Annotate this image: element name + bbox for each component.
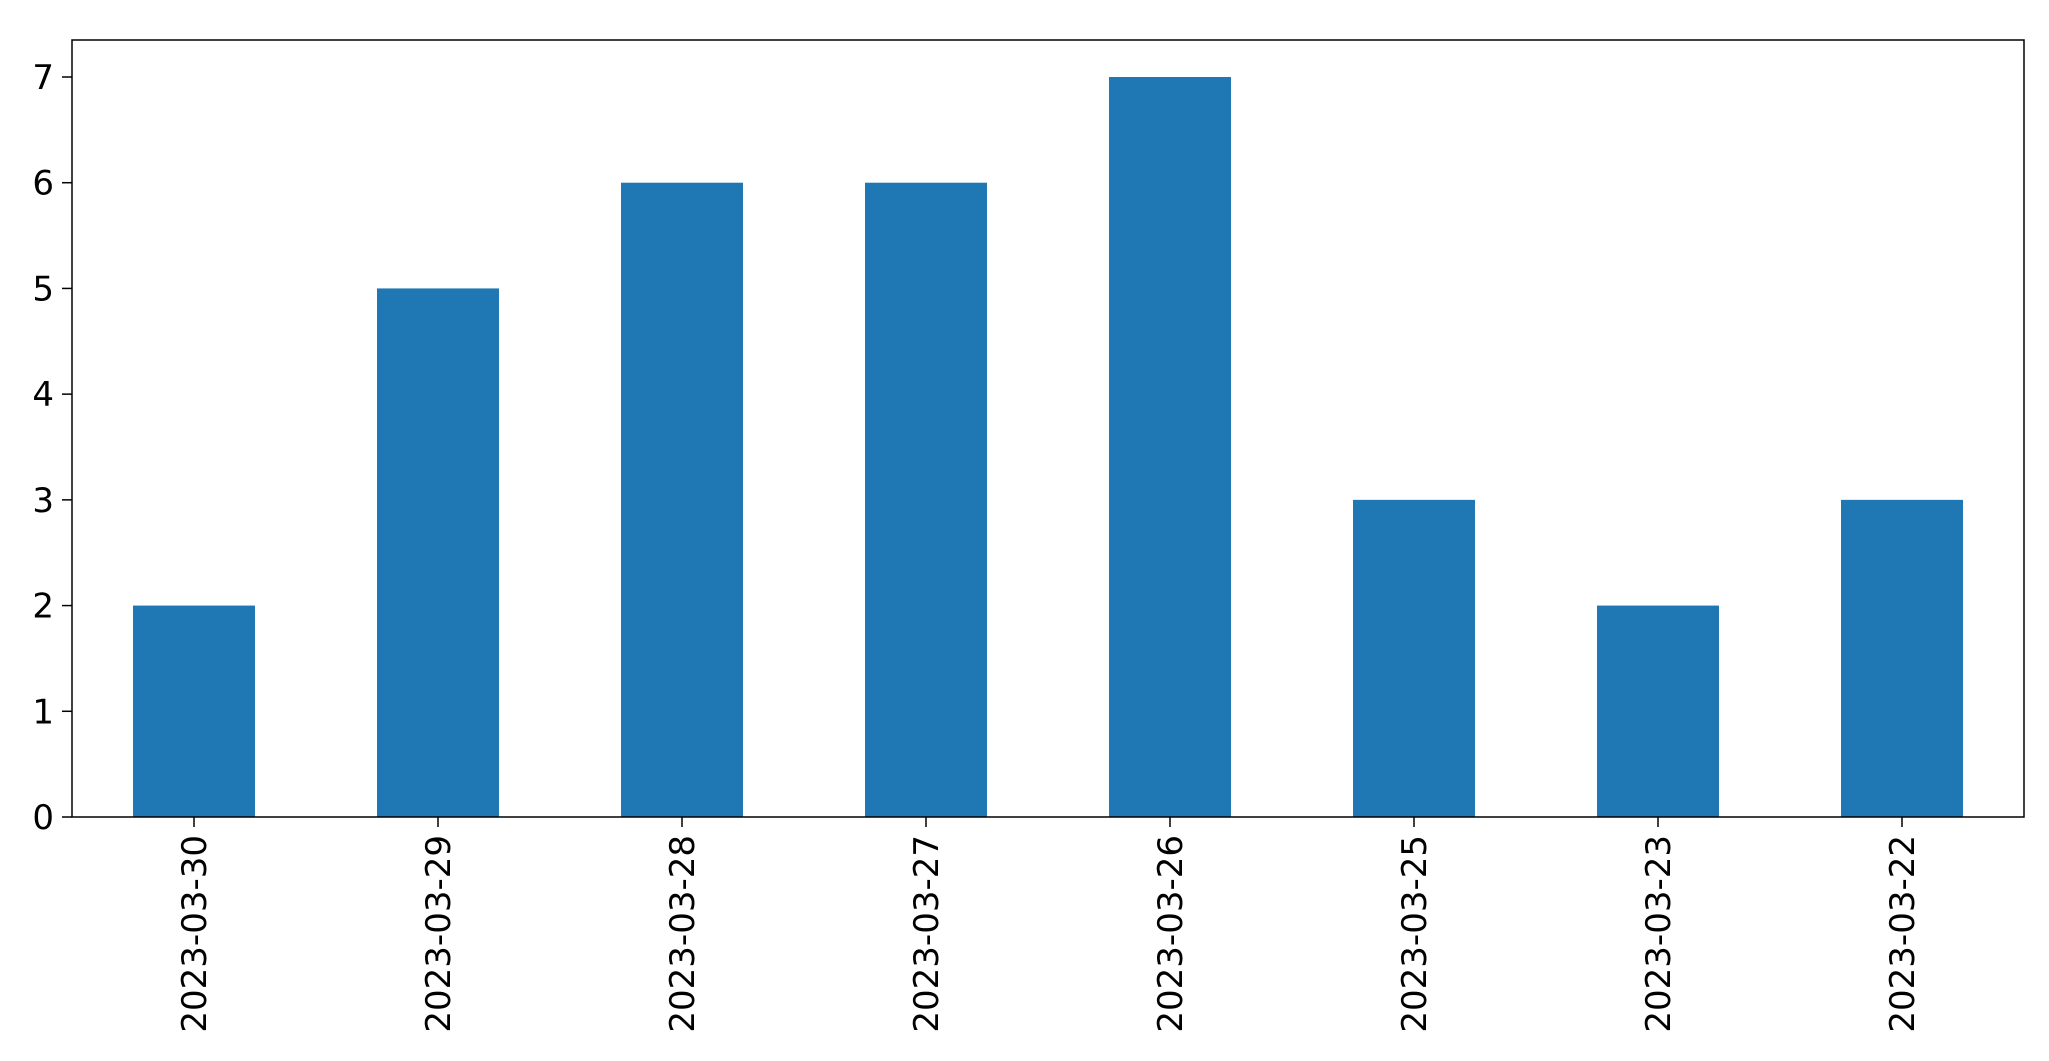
- bar-2023-03-30: [133, 605, 255, 817]
- y-axis: 0 1 2 3 4 5 6 7: [32, 58, 72, 838]
- y-tick-label: 2: [32, 587, 54, 627]
- x-tick-label: 2023-03-25: [1395, 835, 1435, 1033]
- x-tick-label: 2023-03-23: [1639, 835, 1679, 1033]
- bar-2023-03-26: [1109, 77, 1231, 817]
- x-tick-label: 2023-03-29: [419, 835, 459, 1033]
- bar-2023-03-28: [621, 182, 743, 817]
- x-tick-label: 2023-03-30: [175, 835, 215, 1033]
- x-tick-label: 2023-03-26: [1151, 835, 1191, 1033]
- y-tick-label: 4: [32, 375, 54, 415]
- x-tick-label: 2023-03-28: [663, 835, 703, 1033]
- y-tick-label: 3: [32, 481, 54, 521]
- y-tick-label: 6: [32, 164, 54, 204]
- x-tick-label: 2023-03-22: [1883, 835, 1923, 1033]
- y-tick-label: 7: [32, 58, 54, 98]
- bar-2023-03-25: [1353, 499, 1475, 817]
- plot-frame: [71, 39, 2025, 818]
- bars: [133, 77, 1963, 817]
- y-tick-label: 5: [32, 269, 54, 309]
- bar-2023-03-27: [865, 182, 987, 817]
- bar-2023-03-23: [1597, 605, 1719, 817]
- bar-2023-03-22: [1841, 499, 1963, 817]
- y-tick-label: 0: [32, 798, 54, 838]
- x-axis: 2023-03-30 2023-03-29 2023-03-28 2023-03-27…: [175, 817, 1923, 1033]
- x-tick-label: 2023-03-27: [907, 835, 947, 1033]
- y-tick-label: 1: [32, 692, 54, 732]
- bar-2023-03-29: [377, 288, 499, 817]
